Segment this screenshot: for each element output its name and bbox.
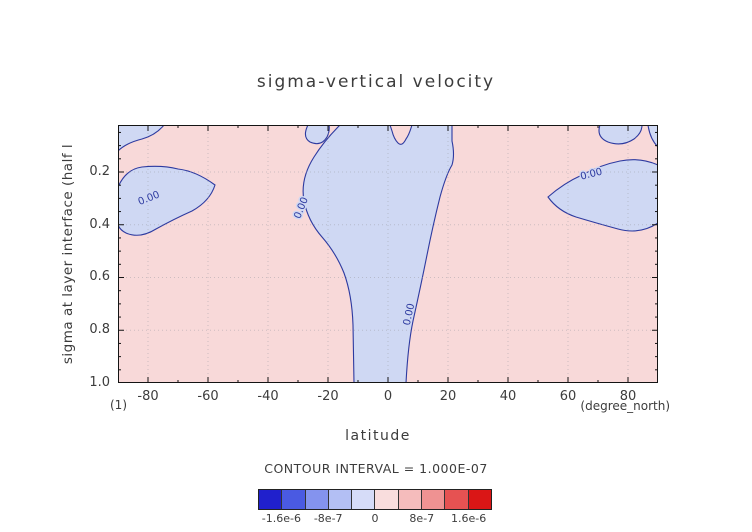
colorbar-tick-label: -8e-7 — [313, 512, 343, 525]
colorbar-segment — [397, 490, 422, 509]
x-tick-label: -80 — [137, 389, 159, 404]
plot-frame — [118, 125, 658, 383]
x-tick-label: -20 — [317, 389, 339, 404]
negative-region-central-tongue — [302, 125, 455, 383]
contour-interval-text: CONTOUR INTERVAL = 1.000E-07 — [264, 461, 488, 476]
colorbar-segment — [259, 490, 282, 509]
colorbar-tick-label: 1.6e-6 — [450, 512, 487, 525]
x-tick-label: 80 — [619, 389, 637, 404]
chart-title: sigma-vertical velocity — [256, 72, 496, 92]
plot-area: 0.00 0.00 0.00 0.00 — [118, 125, 658, 383]
y-tick-label: 0.6 — [89, 269, 110, 284]
x-axis-unit: (degree_north) — [580, 399, 670, 413]
colorbar-segment — [281, 490, 305, 509]
dotted-gridlines — [118, 125, 658, 383]
colorbar — [258, 489, 492, 510]
colorbar-segment — [444, 490, 468, 509]
x-tick-label: 60 — [559, 389, 577, 404]
colorbar-tick-label: -1.6e-6 — [261, 512, 301, 525]
y-tick-label: 0.4 — [89, 217, 110, 232]
colorbar-labels: -1.6e-6 -8e-7 0 8e-7 1.6e-6 — [258, 512, 492, 526]
negative-region-north-patch — [547, 159, 658, 232]
colorbar-tick-label: 0 — [371, 512, 379, 525]
colorbar-segment — [327, 490, 352, 509]
x-tick-label: 40 — [499, 389, 517, 404]
colorbar-tick-label: 8e-7 — [409, 512, 435, 525]
x-tick-label: 0 — [383, 389, 393, 404]
colorbar-segment — [374, 490, 398, 509]
negative-region-top-island — [304, 125, 330, 145]
x-tick-label: 20 — [439, 389, 457, 404]
y-tick-label: 0.8 — [89, 322, 110, 337]
x-tick-label: -60 — [197, 389, 219, 404]
y-tick-label: 0.2 — [89, 164, 110, 179]
y-axis-unit: (1) — [110, 398, 127, 412]
colorbar-segment — [351, 490, 375, 509]
colorbar-segment — [304, 490, 328, 509]
x-tick-label: -40 — [257, 389, 279, 404]
negative-region-topright-corner — [647, 125, 658, 148]
x-axis-title: latitude — [345, 428, 411, 444]
colorbar-segment — [421, 490, 445, 509]
y-tick-label: 1.0 — [89, 375, 110, 390]
negative-region-topleft-corner — [118, 125, 165, 152]
negative-region-south-patch — [118, 165, 216, 236]
negative-region-topright-island — [598, 125, 643, 145]
colorbar-segment — [467, 490, 491, 509]
